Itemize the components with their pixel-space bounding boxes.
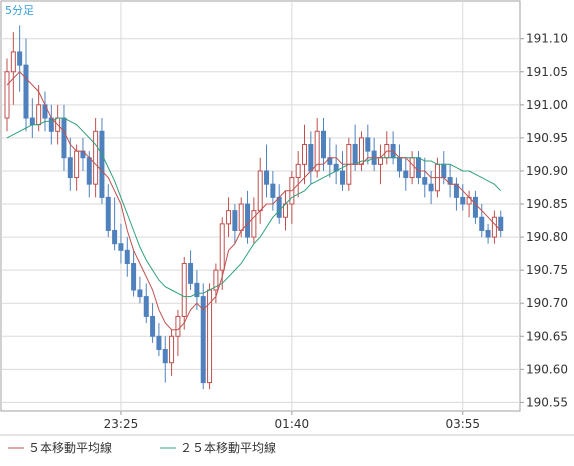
candle-down <box>118 243 124 251</box>
timeframe-label: 5分足 <box>5 4 34 17</box>
y-tick-label: 190.85 <box>526 197 568 211</box>
candle-down <box>403 170 409 179</box>
ma5-line <box>6 71 502 331</box>
x-tick-label: 23:25 <box>104 417 139 431</box>
candle-down <box>137 289 143 298</box>
candle-down <box>124 249 130 265</box>
candle-down <box>143 296 149 317</box>
grid-lines <box>1 1 520 411</box>
candle-down <box>472 196 478 218</box>
candle-down <box>422 177 428 185</box>
candle-up <box>295 163 301 179</box>
y-tick-label: 190.90 <box>526 164 568 178</box>
candle-down <box>321 130 326 159</box>
candle-up <box>314 130 320 172</box>
y-tick-label: 191.10 <box>526 32 568 46</box>
moving-average-lines <box>6 71 502 331</box>
candle-down <box>415 157 421 179</box>
candle-up <box>251 210 257 238</box>
candle-up <box>409 157 415 179</box>
candle-down <box>131 263 137 291</box>
y-tick-label: 190.75 <box>526 263 568 277</box>
candle-down <box>112 229 118 245</box>
candle-down <box>485 229 491 238</box>
candle-down <box>264 170 270 185</box>
x-tick-label: 01:40 <box>275 417 310 431</box>
candle-down <box>441 163 447 179</box>
candle-down <box>232 210 238 231</box>
candle-up <box>226 210 232 225</box>
candle-down <box>245 203 251 238</box>
candle-up <box>4 71 10 119</box>
x-tick-label: 03:55 <box>445 417 480 431</box>
candle-up <box>257 170 263 212</box>
candle-down <box>365 137 371 152</box>
candle-up <box>491 216 497 238</box>
y-tick-label: 191.00 <box>526 98 568 112</box>
y-tick-label: 190.95 <box>526 131 568 145</box>
candle-up <box>213 269 219 291</box>
y-tick-label: 190.65 <box>526 329 568 343</box>
candle-down <box>105 196 111 231</box>
ma25-line <box>6 117 502 298</box>
candle-down <box>479 216 485 231</box>
candle-down <box>428 183 434 192</box>
candle-up <box>36 104 42 126</box>
candle-down <box>396 157 402 172</box>
candle-down <box>276 196 282 218</box>
candle-down <box>270 183 276 198</box>
candle-up <box>219 223 225 271</box>
candle-down <box>23 64 29 119</box>
y-tick-label: 191.05 <box>526 65 568 79</box>
candle-up <box>238 203 244 231</box>
candle-down <box>200 296 206 384</box>
candle-down <box>188 263 194 284</box>
candle-down <box>67 157 73 179</box>
candle-down <box>352 144 358 165</box>
candle-up <box>175 315 181 337</box>
candle-up <box>93 130 99 185</box>
candle-down <box>99 130 105 198</box>
candle-up <box>74 150 80 179</box>
candle-down <box>29 117 35 126</box>
candle-down <box>308 144 314 172</box>
candle-up <box>169 335 175 364</box>
y-tick-label: 190.80 <box>526 230 568 244</box>
candle-down <box>150 315 156 337</box>
candle-down <box>162 349 168 364</box>
candles <box>4 25 504 390</box>
candle-down <box>86 157 92 185</box>
y-axis-ticks: 190.55 190.60 190.65 190.70 190.75 190.80 190.… <box>520 32 568 409</box>
candle-down <box>61 117 67 159</box>
candle-up <box>358 137 364 165</box>
legend: ５本移動平均線 ２５本移動平均線 <box>8 440 276 455</box>
candle-up <box>377 157 383 165</box>
y-tick-label: 190.70 <box>526 296 568 310</box>
candle-down <box>194 282 200 298</box>
candle-up <box>302 144 308 165</box>
candle-down <box>498 216 504 231</box>
candle-up <box>10 51 16 73</box>
y-tick-label: 190.60 <box>526 362 568 376</box>
x-axis-ticks: 23:25 01:40 03:55 <box>104 411 480 431</box>
candle-down <box>460 196 466 205</box>
candle-down <box>156 335 162 351</box>
candle-down <box>339 170 345 185</box>
legend-label-ma25: ２５本移動平均線 <box>180 440 276 455</box>
y-tick-label: 190.55 <box>526 395 568 409</box>
candle-up <box>181 263 187 317</box>
legend-label-ma5: ５本移動平均線 <box>28 440 112 455</box>
candle-down <box>17 51 23 66</box>
